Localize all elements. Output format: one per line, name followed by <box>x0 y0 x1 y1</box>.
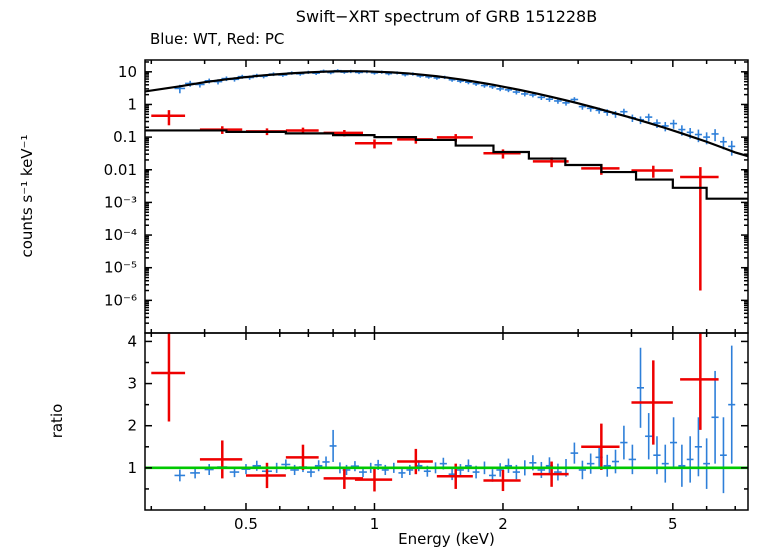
y-tick-label: 0.1 <box>113 128 137 146</box>
y-tick-label: 2 <box>127 417 137 435</box>
y-tick-label: 10 <box>118 63 137 81</box>
pc-spectrum-data <box>151 110 719 291</box>
y-tick-label: 10⁻³ <box>104 193 137 211</box>
x-tick-label: 0.5 <box>234 515 258 533</box>
y-tick-label: 4 <box>127 332 137 350</box>
y-tick-label: 0.01 <box>104 161 137 179</box>
pc-ratio-data <box>151 333 719 492</box>
chart-subtitle: Blue: WT, Red: PC <box>150 30 285 48</box>
wt-model-line <box>145 70 748 158</box>
y-tick-label: 10⁻⁴ <box>104 226 137 244</box>
x-tick-label: 1 <box>370 515 380 533</box>
ratio-panel-frame <box>144 332 749 511</box>
x-axis-label-energy: Energy (keV) <box>398 530 495 548</box>
x-tick-label: 5 <box>668 515 678 533</box>
y-tick-label: 1 <box>127 95 137 113</box>
pc-model-line <box>145 129 748 200</box>
y-tick-label: 1 <box>127 459 137 477</box>
ratio-data-layer <box>145 333 748 494</box>
x-tick-label: 2 <box>498 515 508 533</box>
y-tick-label: 10⁻⁶ <box>104 291 137 309</box>
spectrum-panel-frame <box>144 59 749 334</box>
chart-title: Swift−XRT spectrum of GRB 151228B <box>295 7 598 26</box>
y-tick-label: 10⁻⁵ <box>104 259 137 277</box>
spectrum-data-layer <box>145 69 748 291</box>
y-tick-label: 3 <box>127 375 137 393</box>
